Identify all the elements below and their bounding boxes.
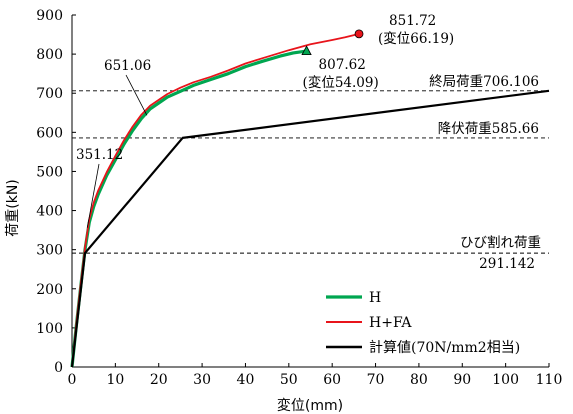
h-max-marker xyxy=(301,45,312,56)
legend: H H+FA 計算値(70N/mm2相当) xyxy=(326,290,520,356)
y-tick-label: 200 xyxy=(36,282,63,298)
x-tick-label: 40 xyxy=(237,372,255,388)
reference-lines: 終局荷重706.106 降伏荷重585.66 ひび割れ荷重 291.142 xyxy=(72,74,549,272)
reference-line-label: 降伏荷重585.66 xyxy=(438,121,539,137)
y-tick-label: 900 xyxy=(36,8,63,24)
x-tick-label: 80 xyxy=(410,372,428,388)
y-tick-label: 100 xyxy=(36,321,63,337)
x-axis-title: 変位(mm) xyxy=(277,397,343,414)
y-axis-title: 荷重(kN) xyxy=(5,179,21,237)
annotations: 851.72(変位66.19) 807.62(変位54.09) 651.06 351.… xyxy=(76,13,454,228)
reference-line-label: 終局荷重706.106 xyxy=(429,74,539,90)
y-tick-label: 300 xyxy=(36,243,63,259)
annotation-h-fa-max-disp: (変位66.19) xyxy=(378,30,454,47)
y-tick-label: 400 xyxy=(36,204,63,220)
annotation-651-leader xyxy=(125,74,148,116)
x-tick-label: 70 xyxy=(367,372,385,388)
x-tick-label: 20 xyxy=(150,372,168,388)
y-tick-label: 500 xyxy=(36,164,63,180)
y-tick-label: 0 xyxy=(54,360,63,376)
y-tick-label: 800 xyxy=(36,47,63,63)
annotation-651-value: 651.06 xyxy=(104,58,151,74)
x-tick-label: 100 xyxy=(492,372,519,388)
annotation-351-value: 351.12 xyxy=(76,147,123,163)
legend-label-2: 計算値(70N/mm2相当) xyxy=(369,340,520,356)
x-tick-label: 60 xyxy=(323,372,341,388)
x-tick-label: 50 xyxy=(280,372,298,388)
legend-label-0: H xyxy=(369,290,381,306)
axes: 0 10 20 30 40 50 60 70 80 90 100 110 0 100 200 300 400 50… xyxy=(36,8,562,388)
series-line-calculated xyxy=(70,89,550,368)
y-tick-label: 700 xyxy=(36,86,63,102)
y-tick-label: 600 xyxy=(36,125,63,141)
series-line-h xyxy=(70,49,307,368)
x-tick-label: 110 xyxy=(536,372,563,388)
series-line-h-fa xyxy=(71,33,360,368)
annotation-h-max-disp: (変位54.09) xyxy=(303,74,379,91)
legend-label-1: H+FA xyxy=(369,315,412,331)
annotation-h-max-value: 807.62 xyxy=(319,57,366,73)
x-tick-label: 0 xyxy=(68,372,77,388)
x-tick-label: 30 xyxy=(193,372,211,388)
h-fa-max-marker xyxy=(354,29,364,39)
x-tick-label: 10 xyxy=(106,372,124,388)
annotation-h-fa-max-value: 851.72 xyxy=(389,13,436,29)
x-tick-label: 90 xyxy=(453,372,471,388)
reference-line-value: 291.142 xyxy=(479,256,535,272)
reference-line-label: ひび割れ荷重 xyxy=(460,234,541,251)
annotation-351-leader xyxy=(86,163,100,228)
